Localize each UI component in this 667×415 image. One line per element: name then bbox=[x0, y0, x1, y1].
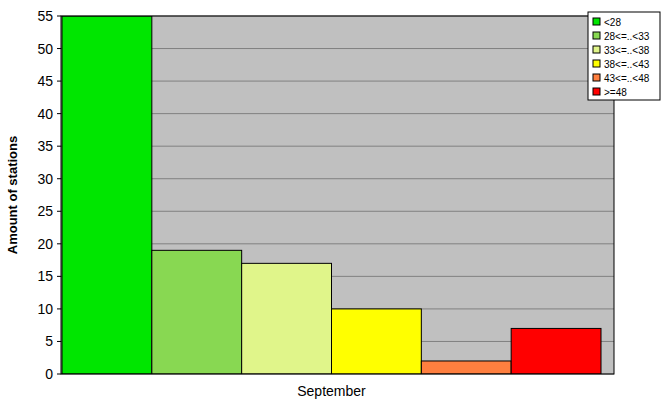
legend-label: 43<=..<48 bbox=[604, 73, 650, 84]
legend-label: 38<=..<43 bbox=[604, 59, 650, 70]
bar bbox=[421, 361, 511, 374]
tick-mark bbox=[57, 276, 61, 277]
chart: 0 5 10 15 20 25 30 35 40 45 50 55 September Amount of… bbox=[0, 0, 667, 415]
tick-label: 55 bbox=[37, 8, 53, 24]
tick-mark bbox=[57, 81, 61, 82]
tick-mark bbox=[57, 341, 61, 342]
tick-label: 35 bbox=[37, 138, 53, 154]
bars bbox=[62, 16, 601, 374]
tick-mark bbox=[57, 16, 61, 17]
tick-label: 40 bbox=[37, 106, 53, 122]
tick-label: 50 bbox=[37, 41, 53, 57]
legend-swatch bbox=[593, 32, 600, 39]
tick-mark bbox=[57, 113, 61, 114]
tick-label: 10 bbox=[37, 301, 53, 317]
bar bbox=[152, 250, 242, 374]
tick-label: 20 bbox=[37, 236, 53, 252]
category-label: September bbox=[297, 383, 366, 399]
tick-label: 25 bbox=[37, 203, 53, 219]
legend-box bbox=[588, 12, 660, 100]
tick-mark bbox=[57, 211, 61, 212]
tick-label: 5 bbox=[45, 333, 53, 349]
tick-mark bbox=[57, 178, 61, 179]
legend: <28 28<=..<33 33<=..<38 38<=..<43 43<=..<48 >… bbox=[588, 12, 660, 100]
bar bbox=[62, 16, 152, 374]
bar bbox=[332, 309, 422, 374]
legend-swatch bbox=[593, 46, 600, 53]
legend-swatch bbox=[593, 74, 600, 81]
tick-mark bbox=[57, 374, 61, 375]
legend-label: <28 bbox=[604, 17, 621, 28]
legend-label: 28<=..<33 bbox=[604, 31, 650, 42]
legend-swatch bbox=[593, 60, 600, 67]
tick-mark bbox=[57, 308, 61, 309]
plot-frame bbox=[61, 16, 614, 374]
tick-mark bbox=[57, 48, 61, 49]
legend-swatch bbox=[593, 18, 600, 25]
y-axis-label: Amount of stations bbox=[5, 136, 20, 254]
tick-label: 30 bbox=[37, 171, 53, 187]
tick-label: 0 bbox=[45, 366, 53, 382]
tick-label: 15 bbox=[37, 268, 53, 284]
legend-label: 33<=..<38 bbox=[604, 45, 650, 56]
legend-label: >=48 bbox=[604, 87, 627, 98]
plot-area bbox=[61, 16, 614, 374]
bar bbox=[242, 263, 332, 374]
tick-mark bbox=[57, 146, 61, 147]
bar bbox=[511, 328, 601, 374]
tick-mark bbox=[57, 243, 61, 244]
tick-label: 45 bbox=[37, 73, 53, 89]
legend-swatch bbox=[593, 88, 600, 95]
